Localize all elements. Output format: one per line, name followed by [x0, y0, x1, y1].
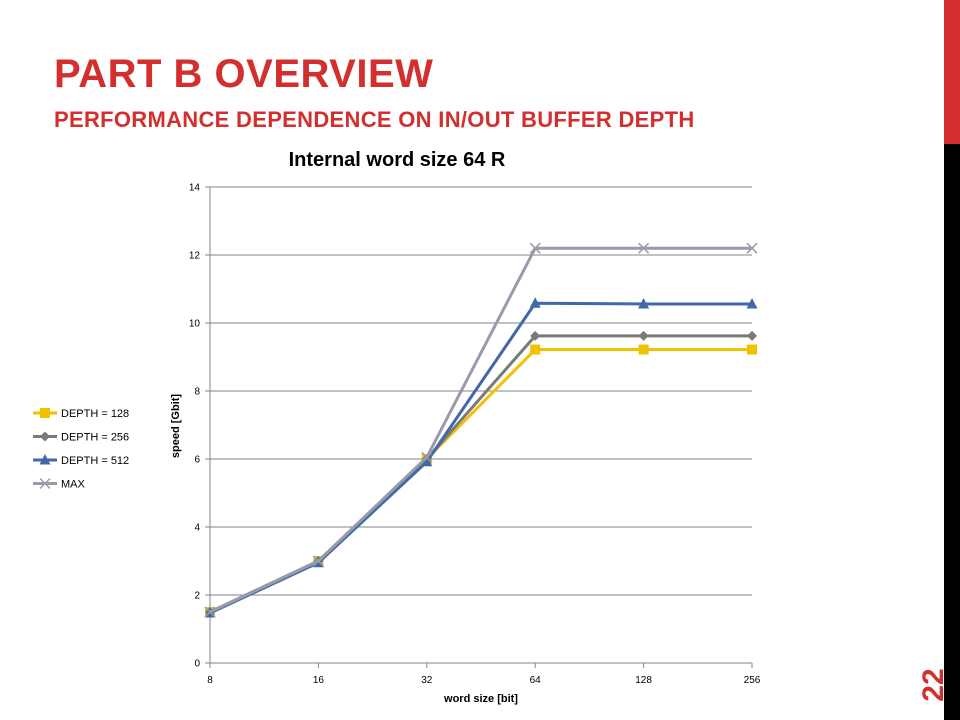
x-tick-label: 32 — [421, 675, 433, 686]
legend-item-0: DEPTH = 128 — [33, 408, 129, 420]
series-line — [209, 334, 752, 614]
legend-marker — [40, 408, 50, 418]
data-point — [530, 344, 541, 355]
legend-marker — [39, 477, 51, 490]
legend-label: DEPTH = 128 — [61, 408, 129, 420]
legend-item-2: DEPTH = 512 — [33, 454, 129, 467]
legend-marker — [40, 431, 50, 442]
marker-x-stroke — [746, 242, 758, 254]
y-tick-label: 14 — [189, 183, 201, 194]
legend-label: DEPTH = 256 — [61, 432, 129, 444]
data-point — [746, 297, 758, 309]
data-point — [421, 455, 433, 467]
legend-label: MAX — [61, 479, 86, 491]
y-tick-label: 0 — [194, 659, 200, 670]
series-2 — [204, 297, 758, 618]
series-group — [204, 242, 758, 618]
side-accent-bar-red — [944, 0, 960, 144]
series-3 — [204, 242, 758, 618]
marker-x-stroke — [421, 451, 433, 463]
series-line — [209, 246, 752, 614]
data-point — [638, 297, 650, 309]
side-accent-bar-black — [944, 144, 960, 720]
y-tick-label: 4 — [194, 523, 200, 534]
x-tick-label: 8 — [207, 675, 213, 686]
x-tick-label: 64 — [530, 675, 542, 686]
line-chart: Internal word size 64 R word size [bit] … — [33, 149, 761, 705]
legend: DEPTH = 128 DEPTH = 256 DEPTH = 512 MAX — [33, 408, 129, 491]
y-tick-label: 2 — [194, 591, 200, 602]
legend-label: DEPTH = 512 — [61, 455, 129, 467]
data-point — [204, 606, 216, 618]
data-point — [529, 297, 541, 308]
axes: 0 2 4 6 8 10 12 14 8 16 32 64 128 256 — [189, 183, 761, 687]
chart-title: Internal word size 64 R — [289, 149, 506, 171]
data-point — [638, 242, 650, 254]
marker-x-stroke — [39, 477, 51, 490]
x-tick-label: 128 — [635, 675, 652, 686]
gridlines — [210, 186, 752, 664]
y-tick-label: 6 — [194, 455, 200, 466]
legend-item-3: MAX — [33, 477, 86, 491]
y-tick-label: 12 — [189, 251, 201, 262]
data-point — [530, 330, 541, 341]
data-point — [421, 451, 433, 463]
marker-x-stroke — [638, 242, 650, 254]
x-tick-label: 256 — [744, 675, 761, 686]
marker-x-stroke — [312, 555, 324, 567]
y-tick-label: 8 — [194, 387, 200, 398]
data-point — [638, 344, 649, 355]
x-tick-label: 16 — [313, 675, 325, 686]
marker-x-stroke — [204, 606, 216, 618]
x-axis-label: word size [bit] — [443, 693, 518, 705]
data-point — [746, 242, 758, 254]
data-point — [312, 555, 324, 567]
legend-item-1: DEPTH = 256 — [33, 431, 129, 444]
data-point — [638, 330, 649, 341]
data-point — [747, 344, 757, 355]
y-tick-label: 10 — [189, 319, 201, 330]
slide-title: PART B OVERVIEW — [54, 52, 434, 96]
data-point — [747, 330, 757, 341]
marker-x-stroke — [529, 242, 541, 254]
legend-marker — [39, 454, 51, 465]
slide-subtitle: PERFORMANCE DEPENDENCE ON IN/OUT BUFFER … — [54, 107, 695, 132]
data-point — [529, 242, 541, 254]
y-axis-label: speed [Gbit] — [170, 394, 182, 459]
